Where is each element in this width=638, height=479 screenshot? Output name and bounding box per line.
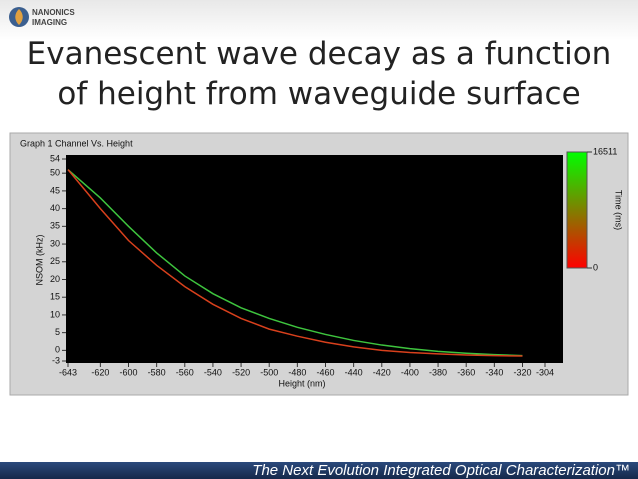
logo-text: NANONICS	[32, 8, 75, 17]
logo-text: IMAGING	[32, 18, 68, 27]
y-tick-label: 15	[50, 292, 60, 302]
x-tick-label: -460	[316, 367, 334, 377]
x-tick-label: -360	[457, 367, 475, 377]
x-tick-label: -480	[288, 367, 306, 377]
colorbar-label: Time (ms)	[614, 190, 624, 230]
x-tick-label: -420	[373, 367, 391, 377]
x-tick-label: -620	[91, 367, 109, 377]
y-tick-label: 45	[50, 185, 60, 195]
slide-title: of height from waveguide surface	[57, 76, 581, 112]
y-tick-label: 20	[50, 274, 60, 284]
y-tick-label: 25	[50, 256, 60, 266]
y-tick-label: 50	[50, 168, 60, 178]
footer: The Next Evolution Integrated Optical Ch…	[0, 462, 638, 479]
x-tick-label: -440	[345, 367, 363, 377]
y-axis-label: NSOM (kHz)	[34, 235, 44, 286]
y-tick-label: 35	[50, 221, 60, 231]
x-tick-label: -643	[59, 367, 77, 377]
chart-title: Graph 1 Channel Vs. Height	[20, 138, 133, 148]
x-tick-label: -320	[513, 367, 531, 377]
header-band	[0, 0, 638, 40]
x-tick-label: -380	[429, 367, 447, 377]
colorbar-tick-label: 0	[593, 262, 598, 272]
footer-text: The Next Evolution Integrated Optical Ch…	[252, 462, 630, 479]
x-tick-label: -580	[148, 367, 166, 377]
x-tick-label: -340	[485, 367, 503, 377]
logo-icon	[9, 7, 29, 27]
y-tick-label: 0	[55, 345, 60, 355]
data-line	[67, 169, 523, 357]
x-tick-label: -600	[119, 367, 137, 377]
y-tick-label: 40	[50, 203, 60, 213]
x-tick-label: -304	[536, 367, 554, 377]
x-tick-label: -400	[401, 367, 419, 377]
colorbar-tick-label: 16511	[593, 146, 617, 156]
y-tick-label: -3	[52, 355, 60, 365]
x-tick-label: -540	[204, 367, 222, 377]
y-tick-label: 10	[50, 309, 60, 319]
y-tick-label: 54	[50, 153, 60, 163]
x-tick-label: -560	[176, 367, 194, 377]
slide-title: Evanescent wave decay as a function	[26, 36, 612, 72]
y-tick-label: 30	[50, 238, 60, 248]
data-line	[67, 169, 523, 357]
y-tick-label: 5	[55, 327, 60, 337]
x-axis-label: Height (nm)	[278, 378, 325, 388]
chart-panel-border	[9, 132, 629, 396]
colorbar	[566, 151, 588, 269]
x-tick-label: -520	[232, 367, 250, 377]
x-tick-label: -500	[260, 367, 278, 377]
